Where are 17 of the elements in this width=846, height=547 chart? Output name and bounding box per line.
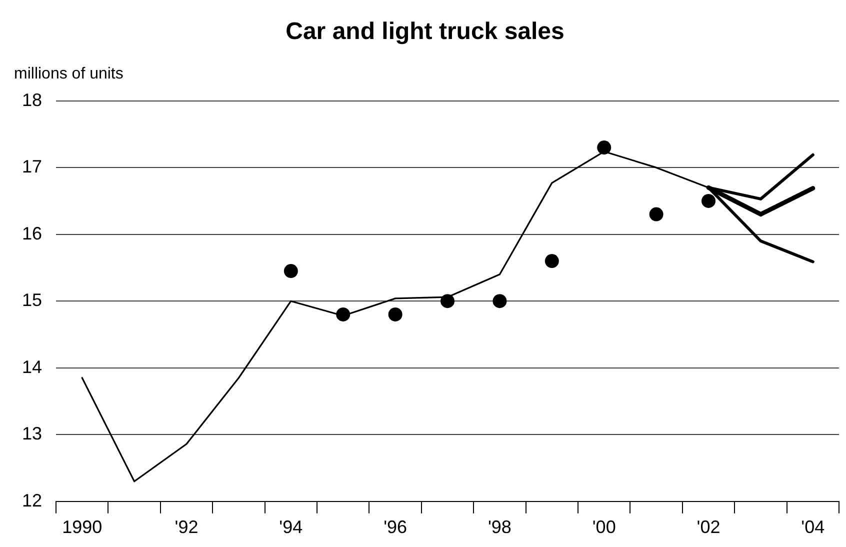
y-tick-label: 14 <box>22 356 42 377</box>
y-tick-label: 17 <box>22 156 42 177</box>
y-tick-label: 18 <box>22 90 42 110</box>
x-tick-label: '04 <box>801 517 825 538</box>
x-tick-label: '92 <box>174 517 198 538</box>
y-tick-label: 16 <box>22 223 42 244</box>
x-tick-label: '98 <box>488 517 512 538</box>
y-tick-label: 13 <box>22 424 42 444</box>
x-tick-label: '94 <box>279 517 303 538</box>
x-tick-label: '96 <box>384 517 408 538</box>
x-tick-label: '00 <box>592 517 616 538</box>
y-tick-label: 15 <box>22 290 42 310</box>
x-tick-label: '02 <box>696 517 720 538</box>
y-tick-label: 12 <box>22 490 42 510</box>
x-tick-label: 1990 <box>62 517 102 538</box>
chart-title: Car and light truck sales <box>286 18 564 46</box>
y-axis-title: millions of units <box>14 65 124 82</box>
